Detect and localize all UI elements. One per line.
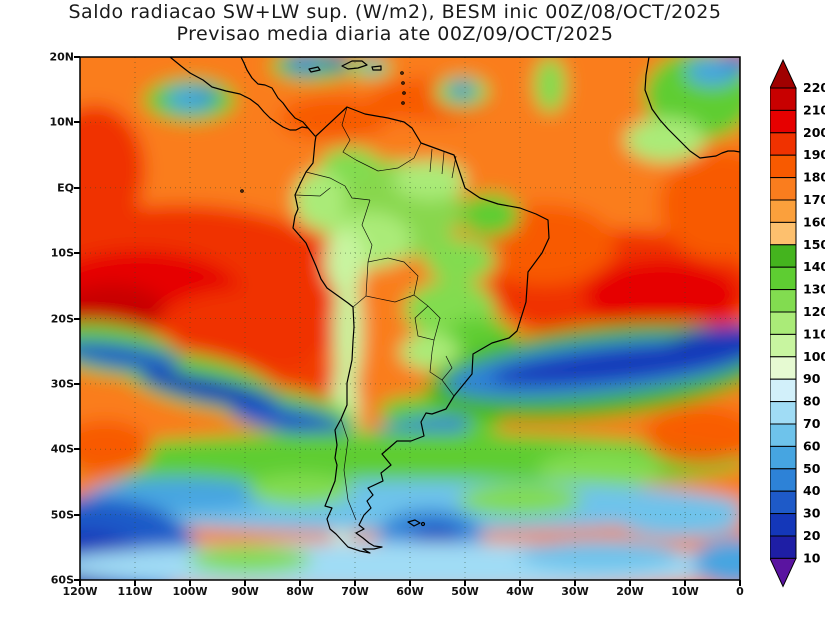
colorbar-segment — [770, 424, 796, 446]
colorbar-segment — [770, 469, 796, 491]
lat-label: 10S — [28, 247, 74, 260]
colorbar-segment — [770, 290, 796, 312]
colorbar-top-triangle — [770, 60, 796, 88]
lat-tick — [74, 121, 80, 123]
colorbar-label: 130 — [803, 282, 825, 297]
colorbar-legend: 220 210 200 190 180 170 160 150 140 130 120 110 100 9… — [770, 58, 825, 598]
colorbar-label: 40 — [803, 483, 821, 498]
colorbar-segment — [770, 155, 796, 177]
colorbar-segment — [770, 178, 796, 200]
lon-label: 110W — [117, 585, 152, 598]
colorbar-segment — [770, 222, 796, 244]
colorbar-label: 100 — [803, 349, 825, 364]
lat-tick — [74, 252, 80, 254]
lon-label: 40W — [506, 585, 533, 598]
colorbar-label: 120 — [803, 304, 825, 319]
lon-label: 70W — [341, 585, 368, 598]
colorbar-label: 70 — [803, 416, 821, 431]
lat-tick — [74, 383, 80, 385]
lon-tick — [79, 580, 81, 586]
colorbar-segment — [770, 88, 796, 110]
colorbar-label: 90 — [803, 371, 821, 386]
lat-tick — [74, 318, 80, 320]
lon-label: 30W — [561, 585, 588, 598]
colorbar-segment — [770, 334, 796, 356]
lat-label: 10N — [28, 116, 74, 129]
lon-tick — [464, 580, 466, 586]
lon-tick — [244, 580, 246, 586]
lon-tick — [409, 580, 411, 586]
colorbar-label: 190 — [803, 147, 825, 162]
colorbar-label: 60 — [803, 438, 821, 453]
colorbar-segment — [770, 446, 796, 468]
lon-tick — [629, 580, 631, 586]
colorbar-segment — [770, 312, 796, 334]
colorbar-label: 160 — [803, 214, 825, 229]
lat-label: 20S — [28, 312, 74, 325]
lon-tick — [574, 580, 576, 586]
colorbar-label: 220 — [803, 80, 825, 95]
colorbar-segment — [770, 267, 796, 289]
colorbar-label: 210 — [803, 102, 825, 117]
colorbar-segment — [770, 110, 796, 132]
colorbar-label: 30 — [803, 506, 821, 521]
lon-label: 10W — [671, 585, 698, 598]
colorbar-label: 110 — [803, 326, 825, 341]
colorbar-segment — [770, 402, 796, 424]
colorbar-label: 10 — [803, 550, 821, 565]
colorbar-segment — [770, 379, 796, 401]
colorbar-label: 180 — [803, 170, 825, 185]
colorbar-segment — [770, 514, 796, 536]
colorbar-label: 80 — [803, 394, 821, 409]
lat-label: 20N — [28, 51, 74, 64]
forecast-map-screen: Saldo radiacao SW+LW sup. (W/m2), BESM i… — [0, 0, 825, 637]
lat-label: 50S — [28, 508, 74, 521]
lat-tick — [74, 56, 80, 58]
lon-label: 0 — [736, 585, 744, 598]
lon-tick — [189, 580, 191, 586]
lon-label: 80W — [286, 585, 313, 598]
lon-label: 120W — [62, 585, 97, 598]
colorbar-segment — [770, 133, 796, 155]
colorbar-label: 200 — [803, 125, 825, 140]
lat-label: 40S — [28, 443, 74, 456]
lon-tick — [354, 580, 356, 586]
lat-label: EQ — [28, 181, 74, 194]
radiation-map — [0, 0, 825, 637]
colorbar-segment — [770, 357, 796, 379]
lon-label: 100W — [172, 585, 207, 598]
colorbar-segment — [770, 245, 796, 267]
colorbar-label: 170 — [803, 192, 825, 207]
colorbar-label: 140 — [803, 259, 825, 274]
radiation-field — [0, 37, 786, 608]
lat-tick — [74, 448, 80, 450]
lon-label: 20W — [616, 585, 643, 598]
lon-tick — [739, 580, 741, 586]
colorbar-label: 20 — [803, 528, 821, 543]
lon-label: 90W — [231, 585, 258, 598]
lon-tick — [519, 580, 521, 586]
colorbar-segment — [770, 491, 796, 513]
lon-label: 60W — [396, 585, 423, 598]
lon-tick — [134, 580, 136, 586]
colorbar-segment — [770, 536, 796, 558]
lon-tick — [299, 580, 301, 586]
lon-label: 50W — [451, 585, 478, 598]
lon-tick — [684, 580, 686, 586]
lat-label: 30S — [28, 377, 74, 390]
colorbar-label: 150 — [803, 237, 825, 252]
lat-tick — [74, 514, 80, 516]
colorbar-bottom-triangle — [770, 558, 796, 586]
colorbar-segment — [770, 200, 796, 222]
colorbar-label: 50 — [803, 461, 821, 476]
lat-tick — [74, 187, 80, 189]
